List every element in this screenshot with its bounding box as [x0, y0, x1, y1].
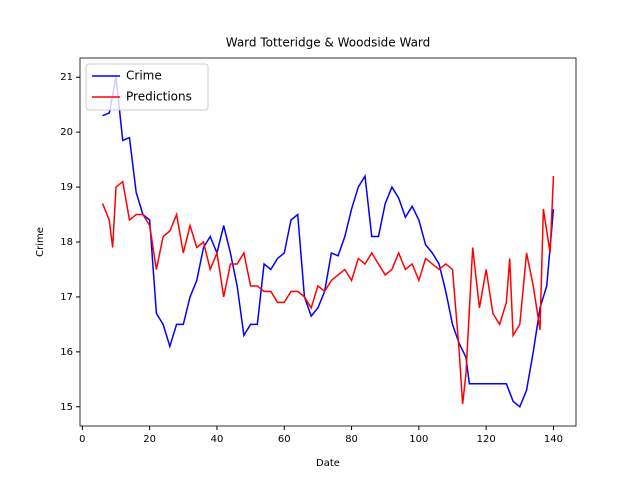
data-line [101, 176, 555, 405]
y-axis-label: Crime [35, 227, 46, 257]
axes-frame [79, 57, 577, 427]
y-tick-label: 15 [60, 402, 73, 413]
legend-label: Predictions [126, 90, 192, 104]
x-tick-label: 120 [477, 434, 496, 445]
data-line [102, 77, 555, 408]
x-tick-label: 80 [345, 434, 358, 445]
x-tick-label: 140 [544, 434, 563, 445]
x-tick-label: 60 [278, 434, 291, 445]
y-tick-label: 19 [60, 182, 73, 193]
x-tick-label: 100 [409, 434, 428, 445]
x-tick-label: 20 [143, 434, 156, 445]
y-tick-label: 18 [60, 237, 73, 248]
y-tick-label: 17 [60, 292, 73, 303]
chart-title: Ward Totteridge & Woodside Ward [226, 36, 431, 50]
legend-label: Crime [126, 69, 162, 83]
y-tick-label: 20 [60, 127, 73, 138]
x-tick-label: 40 [211, 434, 224, 445]
x-tick-label: 0 [79, 434, 85, 445]
x-axis-label: Date [316, 458, 340, 469]
y-tick-label: 16 [60, 347, 73, 358]
y-tick-label: 21 [60, 72, 73, 83]
